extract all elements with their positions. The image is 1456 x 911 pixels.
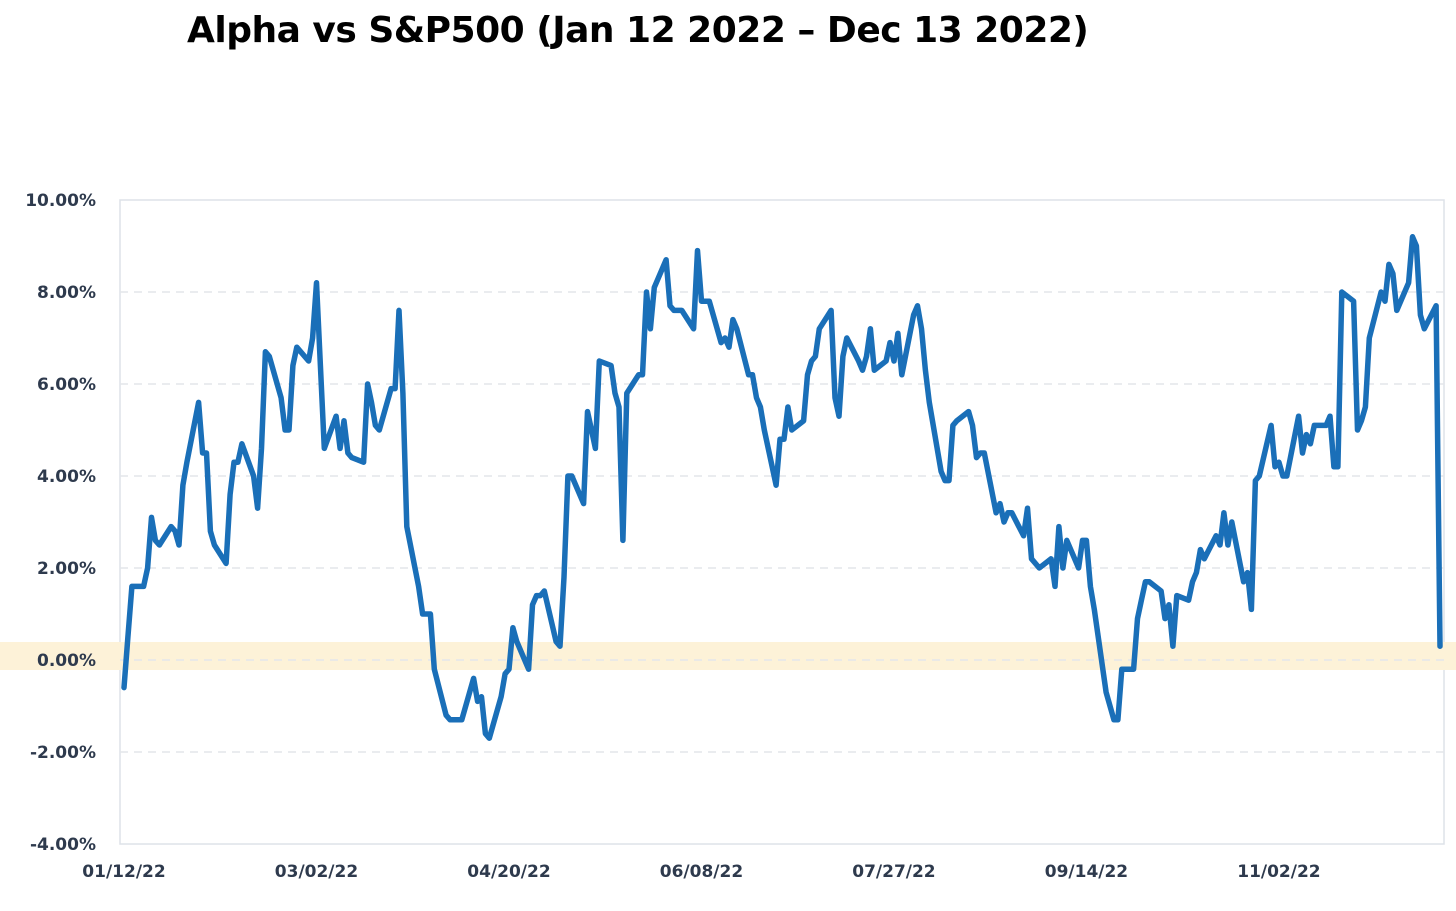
chart-title: Alpha vs S&P500 (Jan 12 2022 – Dec 13 20…	[187, 10, 1089, 51]
x-tick-label: 09/14/22	[1045, 862, 1128, 882]
zero-band	[0, 642, 1456, 670]
x-axis: 01/12/22 03/02/22 04/20/22 06/08/22 07/27/22…	[82, 862, 1320, 882]
x-tick-label: 01/12/22	[82, 862, 165, 882]
series-group	[121, 234, 1443, 741]
y-tick-label: -4.00%	[30, 835, 96, 855]
y-tick-label: 6.00%	[37, 375, 96, 395]
y-tick-label: 8.00%	[37, 283, 96, 303]
y-tick-label: 10.00%	[25, 191, 96, 211]
y-tick-label: 0.00%	[37, 651, 96, 671]
y-tick-label: 2.00%	[37, 559, 96, 579]
series-line	[121, 234, 1443, 741]
x-tick-label: 07/27/22	[852, 862, 935, 882]
x-tick-label: 11/02/22	[1237, 862, 1320, 882]
x-tick-label: 06/08/22	[660, 862, 743, 882]
grid-lines	[120, 291, 1444, 753]
y-tick-label: -2.00%	[30, 743, 96, 763]
x-tick-label: 04/20/22	[467, 862, 550, 882]
x-tick-label: 03/02/22	[275, 862, 358, 882]
y-axis: 10.00% 8.00% 6.00% 4.00% 2.00% 0.00% -2.00% -4.…	[25, 191, 96, 855]
y-tick-label: 4.00%	[37, 467, 96, 487]
